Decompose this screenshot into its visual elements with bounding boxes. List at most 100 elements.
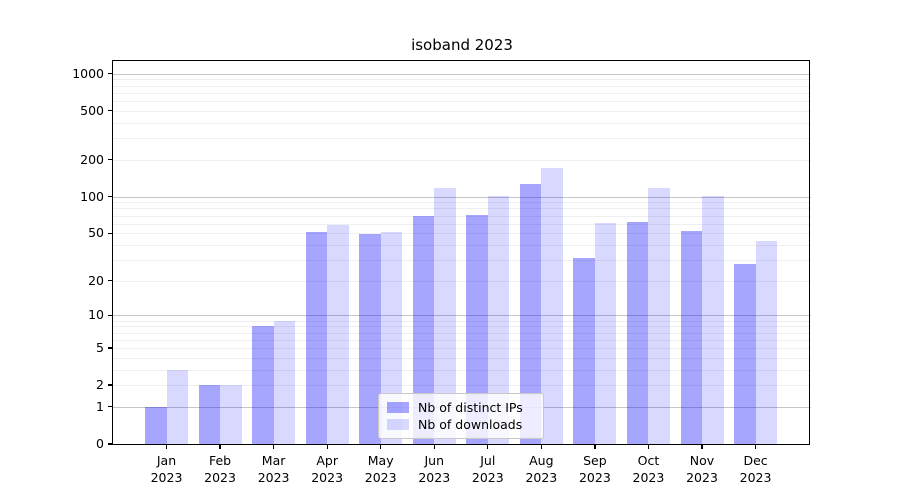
x-tick-label: Apr 2023	[300, 452, 354, 486]
x-tick-label-year: 2023	[257, 470, 290, 485]
gridline-minor	[113, 208, 811, 210]
x-tick-mark	[540, 444, 542, 449]
x-tick-label-year: 2023	[686, 470, 718, 485]
bar-distinct-ips	[198, 385, 221, 445]
x-tick-mark	[647, 444, 650, 449]
y-tick-mark	[107, 73, 112, 75]
gridline-minor	[113, 244, 811, 246]
bar-distinct-ips	[305, 232, 328, 445]
y-tick-mark	[107, 384, 112, 386]
x-tick-label-month: May	[367, 453, 394, 468]
legend-item-distinct-ips: Nb of distinct IPs	[387, 399, 534, 415]
x-tick-label-month: Sep	[583, 453, 607, 468]
x-tick-label: Sep 2023	[568, 452, 622, 486]
x-tick-mark	[219, 444, 221, 449]
x-tick-label-year: 2023	[578, 470, 611, 485]
bar-distinct-ips	[519, 183, 542, 445]
x-tick-label: Aug 2023	[514, 452, 568, 486]
y-tick-label: 500	[80, 102, 104, 118]
gridline-minor	[113, 385, 811, 387]
x-tick-mark	[701, 444, 703, 449]
legend-label-distinct-ips: Nb of distinct IPs	[418, 399, 523, 415]
x-tick-label: Nov 2023	[675, 452, 729, 486]
gridline-minor	[113, 79, 811, 81]
x-tick-label: Jun 2023	[407, 452, 461, 486]
legend-swatch-distinct-ips	[387, 401, 409, 413]
bar-distinct-ips	[359, 234, 381, 445]
x-tick-label-month: Apr	[316, 453, 338, 468]
x-tick-label-month: Nov	[689, 453, 715, 468]
gridline-minor	[113, 215, 811, 217]
x-tick-label-year: 2023	[204, 470, 236, 485]
gridline-minor	[113, 202, 811, 204]
x-tick-label: Feb 2023	[193, 452, 247, 486]
x-tick-mark	[433, 444, 435, 449]
x-tick-label-year: 2023	[418, 470, 451, 485]
x-tick-label-year: 2023	[471, 470, 504, 485]
bar-downloads	[434, 187, 456, 445]
x-tick-label-month: Feb	[208, 453, 232, 468]
gridline-minor	[113, 320, 811, 322]
x-tick-label: Mar 2023	[247, 452, 301, 486]
x-tick-label-month: Dec	[743, 453, 768, 468]
x-tick-label-month: Aug	[529, 453, 554, 468]
legend-swatch-downloads	[387, 418, 409, 430]
x-tick-label-month: Jan	[156, 453, 177, 468]
gridline-minor	[113, 101, 811, 103]
gridline-minor	[113, 138, 811, 140]
gridline-minor	[113, 85, 811, 87]
bar-distinct-ips	[734, 263, 756, 445]
y-tick-label: 50	[88, 225, 104, 241]
y-tick-label: 1	[96, 398, 104, 414]
legend-label-downloads: Nb of downloads	[418, 416, 523, 432]
x-tick-label-year: 2023	[150, 470, 183, 485]
x-tick-label-year: 2023	[311, 470, 344, 485]
x-tick-mark	[594, 444, 596, 449]
bar-downloads	[166, 369, 188, 445]
y-tick-label: 100	[80, 188, 104, 204]
gridline-minor	[113, 326, 811, 328]
gridline-minor	[113, 280, 811, 282]
x-tick-mark	[272, 444, 275, 449]
x-tick-label-month: Jul	[480, 453, 496, 468]
gridline-minor	[113, 357, 811, 359]
bar-distinct-ips	[680, 231, 702, 445]
gridline-minor	[113, 332, 811, 334]
x-tick-label-year: 2023	[364, 470, 397, 485]
plot-area	[113, 61, 811, 445]
y-tick-label: 5	[96, 339, 104, 355]
y-tick-label: 20	[88, 272, 104, 288]
bar-downloads	[380, 232, 403, 445]
bar-distinct-ips	[573, 258, 595, 445]
bar-distinct-ips	[252, 326, 274, 445]
y-tick-mark	[107, 232, 112, 234]
y-tick-label: 0	[96, 436, 104, 451]
x-tick-label-year: 2023	[632, 470, 665, 485]
x-tick-label-year: 2023	[739, 470, 772, 485]
y-tick-mark	[107, 443, 112, 445]
bar-downloads	[273, 320, 296, 445]
legend: Nb of distinct IPs Nb of downloads	[378, 393, 544, 439]
gridline-major	[113, 315, 811, 317]
x-tick-mark	[165, 444, 168, 449]
gridline-minor	[113, 233, 811, 235]
bar-distinct-ips	[145, 406, 167, 445]
gridline-minor	[113, 369, 811, 371]
bar-downloads	[541, 168, 563, 445]
gridline-minor	[113, 259, 811, 261]
bar-downloads	[648, 187, 670, 445]
x-tick-label-year: 2023	[525, 470, 558, 485]
y-tick-label: 10	[88, 307, 104, 323]
gridline-minor	[113, 347, 811, 349]
chart-title: isoband 2023	[411, 36, 513, 54]
x-tick-mark	[487, 444, 489, 449]
y-tick-mark	[107, 280, 112, 282]
bar-downloads	[220, 385, 242, 445]
bar-downloads	[702, 195, 724, 445]
bar-distinct-ips	[466, 214, 488, 445]
gridline-minor	[113, 122, 811, 124]
bar-distinct-ips	[412, 216, 435, 445]
x-tick-label-month: Jun	[424, 453, 445, 468]
bar-downloads	[327, 224, 349, 445]
